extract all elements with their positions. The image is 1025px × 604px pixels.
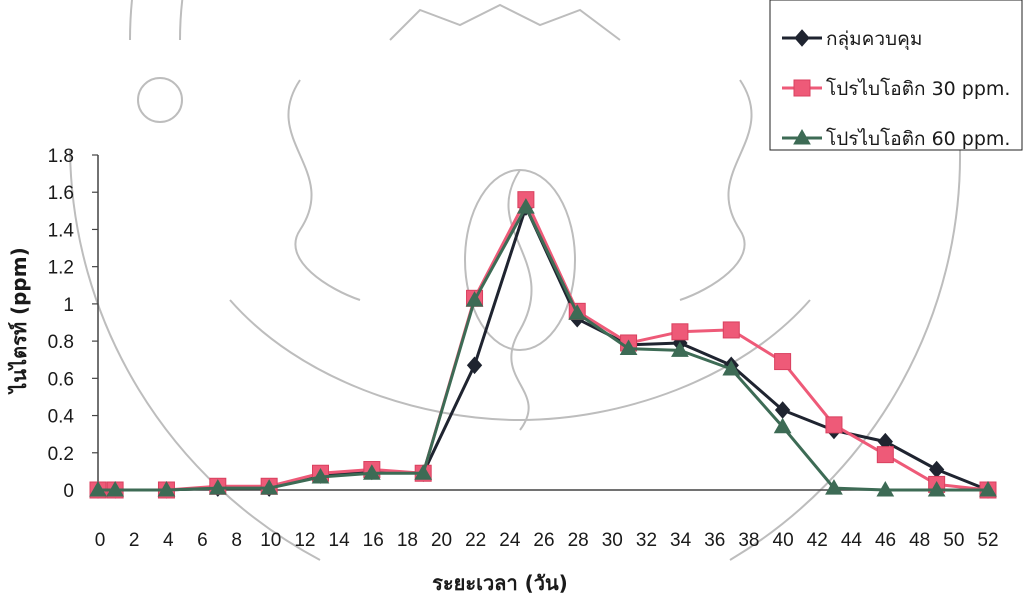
data-point <box>517 198 535 214</box>
data-point <box>89 480 107 497</box>
series-3 <box>89 198 997 497</box>
x-tick-label: 8 <box>231 530 242 551</box>
y-tick-label: 0.8 <box>48 332 74 353</box>
x-tick-label: 14 <box>329 530 351 551</box>
series-2 <box>89 191 997 499</box>
x-tick-label: 10 <box>260 530 281 551</box>
data-point <box>722 321 740 339</box>
x-tick-label: 28 <box>568 530 589 551</box>
legend-label: กลุ่มควบคุม <box>826 28 922 51</box>
x-tick-label: 36 <box>704 530 725 551</box>
y-tick-label: 0.6 <box>48 369 74 390</box>
y-tick-label: 1 <box>63 295 74 316</box>
x-tick-label: 44 <box>841 530 863 551</box>
y-axis-title: ไนไตรท์ (ppm) <box>7 247 31 394</box>
x-tick-label: 46 <box>875 530 896 551</box>
x-tick-label: 48 <box>909 530 930 551</box>
data-point <box>465 291 484 307</box>
data-point <box>260 479 279 495</box>
y-tick-label: 0 <box>63 481 74 502</box>
series-line <box>98 205 988 492</box>
series-line <box>98 205 989 492</box>
x-tick-label: 0 <box>95 530 106 551</box>
data-point <box>466 356 483 375</box>
data-point <box>671 341 689 357</box>
series-layer <box>89 191 997 499</box>
x-tick-label: 50 <box>943 530 964 551</box>
x-tick-label: 16 <box>363 530 384 551</box>
x-tick-label: 2 <box>129 530 140 551</box>
data-point <box>311 467 330 484</box>
y-tick-label: 1.4 <box>48 220 75 241</box>
data-point <box>106 480 124 497</box>
data-point <box>362 464 381 480</box>
data-point <box>414 464 433 480</box>
y-tick-label: 0.4 <box>48 407 75 428</box>
x-tick-label: 52 <box>977 530 998 551</box>
x-tick-label: 4 <box>163 530 174 551</box>
x-tick-label: 32 <box>636 530 657 551</box>
data-point <box>876 480 895 497</box>
x-tick-label: 30 <box>602 530 623 551</box>
x-tick-label: 40 <box>773 530 794 551</box>
x-tick-label: 12 <box>294 530 315 551</box>
legend-entry: กลุ่มควบคุม <box>782 28 922 51</box>
y-tick-label: 1.6 <box>48 183 74 204</box>
data-point <box>927 480 946 497</box>
legend-label: โปรไบโอติก 30 ppm. <box>826 77 1010 100</box>
legend-frame <box>769 0 1023 151</box>
y-axis-ticks: 0 0.2 0.4 0.6 0.8 1 1.2 1.4 1.6 1.8 <box>48 146 98 502</box>
x-axis-title: ระยะเวลา (วัน) <box>432 571 568 595</box>
data-point <box>774 353 792 371</box>
data-point <box>876 446 894 464</box>
y-tick-label: 1.2 <box>48 258 74 279</box>
data-point <box>928 460 945 479</box>
y-tick-label: 1.8 <box>48 146 74 167</box>
x-tick-label: 24 <box>499 530 521 551</box>
legend-entry: โปรไบโอติก 30 ppm. <box>782 77 1010 100</box>
x-tick-label: 42 <box>807 530 828 551</box>
legend-entry: โปรไบโอติก 60 ppm. <box>782 127 1010 150</box>
legend-marker <box>793 79 811 97</box>
data-point <box>568 304 587 320</box>
legend-label: โปรไบโอติก 60 ppm. <box>826 127 1010 150</box>
data-point <box>619 339 638 356</box>
x-tick-label: 20 <box>431 530 452 551</box>
chart-axes <box>97 155 988 491</box>
data-point <box>825 416 843 434</box>
x-tick-label: 34 <box>670 530 692 551</box>
x-tick-label: 26 <box>533 530 554 551</box>
data-point <box>722 360 741 376</box>
x-tick-label: 38 <box>738 530 759 551</box>
x-tick-label: 6 <box>197 530 208 551</box>
data-point <box>208 479 227 495</box>
x-tick-label: 18 <box>397 530 418 551</box>
data-point <box>825 479 843 495</box>
x-axis-ticks: 0 2 4 6 8 10 12 14 16 18 20 22 24 26 28 30 32 34 36 38 40 42 4… <box>95 530 999 551</box>
data-point <box>671 323 689 341</box>
legend-marker <box>793 128 811 145</box>
data-point <box>979 480 997 497</box>
data-point <box>157 480 176 497</box>
data-point <box>773 417 792 434</box>
x-tick-label: 22 <box>465 530 486 551</box>
legend-marker <box>794 29 810 47</box>
y-tick-label: 0.2 <box>48 444 74 465</box>
